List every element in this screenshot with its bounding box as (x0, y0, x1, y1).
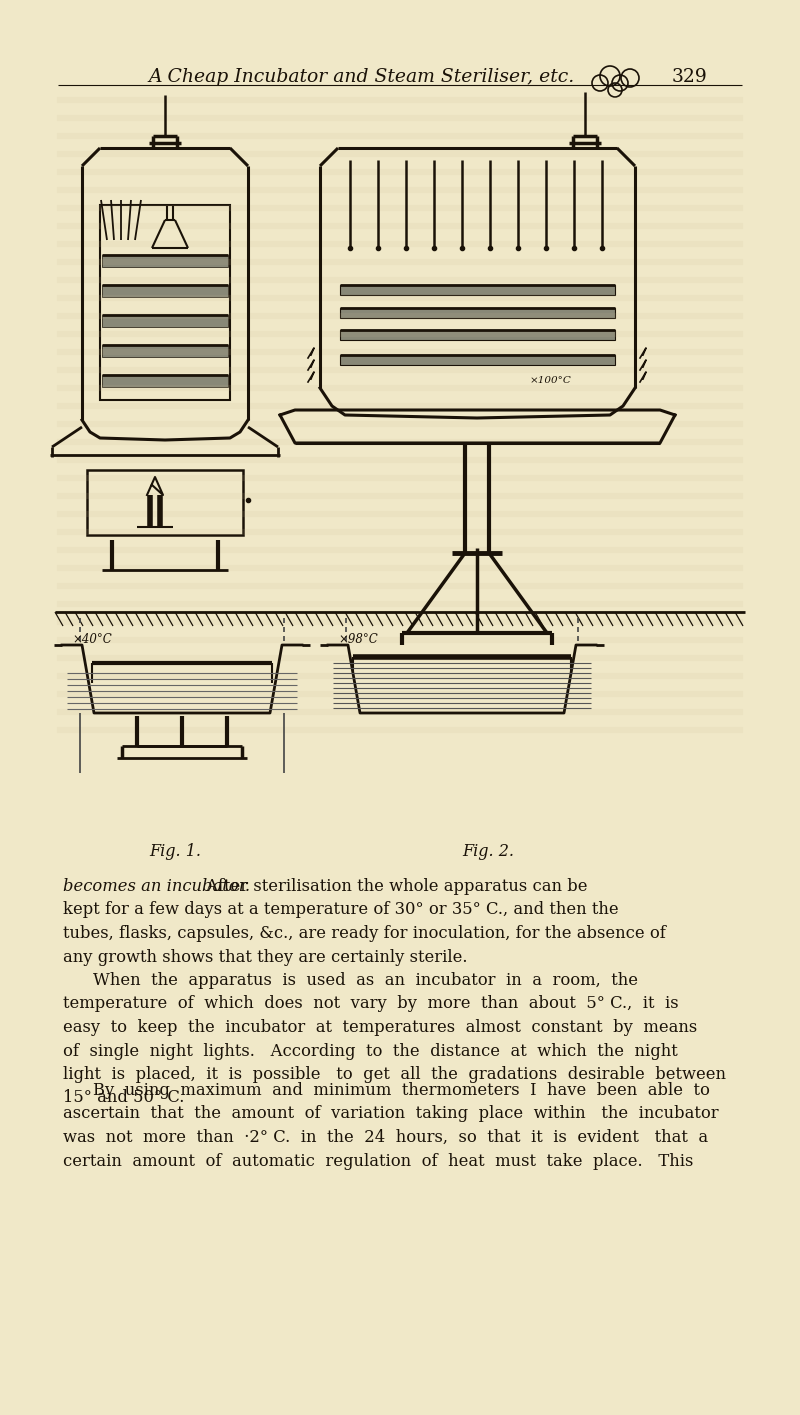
Text: ×100°C: ×100°C (530, 376, 572, 385)
Text: By  using  maximum  and  minimum  thermometers  I  have  been  able  to: By using maximum and minimum thermometer… (93, 1082, 710, 1099)
Text: was  not  more  than  ·2° C.  in  the  24  hours,  so  that  it  is  evident   t: was not more than ·2° C. in the 24 hours… (63, 1129, 708, 1146)
Bar (340, 308, 615, 318)
Text: any growth shows that they are certainly sterile.: any growth shows that they are certainly… (63, 948, 467, 965)
Bar (340, 355, 615, 365)
Bar (87, 470, 243, 535)
Text: becomes an incubator.: becomes an incubator. (63, 877, 250, 896)
Text: Fig. 1.: Fig. 1. (149, 843, 201, 860)
Text: ascertain  that  the  amount  of  variation  taking  place  within   the  incuba: ascertain that the amount of variation t… (63, 1105, 718, 1122)
Bar (102, 255, 228, 267)
Text: After sterilisation the whole apparatus can be: After sterilisation the whole apparatus … (201, 877, 587, 896)
Bar (102, 316, 228, 327)
Text: When  the  apparatus  is  used  as  an  incubator  in  a  room,  the: When the apparatus is used as an incubat… (93, 972, 638, 989)
Text: Fig. 2.: Fig. 2. (462, 843, 514, 860)
Bar (100, 205, 230, 400)
Text: easy  to  keep  the  incubator  at  temperatures  almost  constant  by  means: easy to keep the incubator at temperatur… (63, 1019, 698, 1036)
Text: certain  amount  of  automatic  regulation  of  heat  must  take  place.   This: certain amount of automatic regulation o… (63, 1152, 694, 1170)
Text: light  is  placed,  it  is  possible   to  get  all  the  gradations  desirable : light is placed, it is possible to get a… (63, 1065, 726, 1082)
Bar (340, 330, 615, 340)
Bar (102, 345, 228, 357)
Text: 329: 329 (672, 68, 708, 86)
Bar (340, 284, 615, 294)
Bar (102, 284, 228, 297)
Bar (102, 375, 228, 386)
Text: temperature  of  which  does  not  vary  by  more  than  about  5° C.,  it  is: temperature of which does not vary by mo… (63, 996, 678, 1013)
Text: kept for a few days at a temperature of 30° or 35° C., and then the: kept for a few days at a temperature of … (63, 901, 618, 918)
Text: ×98°C: ×98°C (338, 633, 378, 647)
Text: A Cheap Incubator and Steam Steriliser, etc.: A Cheap Incubator and Steam Steriliser, … (148, 68, 574, 86)
Text: ×40°C: ×40°C (72, 633, 112, 647)
Text: tubes, flasks, capsules, &c., are ready for inoculation, for the absence of: tubes, flasks, capsules, &c., are ready … (63, 925, 666, 942)
Text: 15° and 50° C.: 15° and 50° C. (63, 1090, 184, 1107)
Text: of  single  night  lights.   According  to  the  distance  at  which  the  night: of single night lights. According to the… (63, 1043, 678, 1060)
